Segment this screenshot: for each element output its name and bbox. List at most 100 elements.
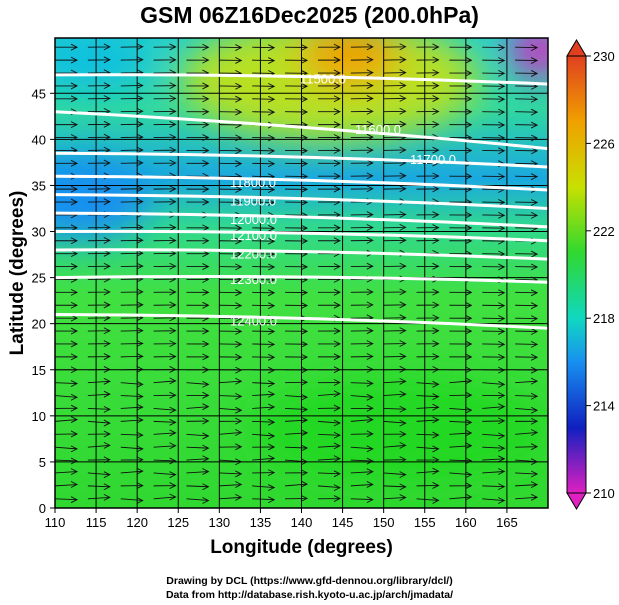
y-tick-label: 20 (32, 317, 46, 332)
streamline (285, 173, 309, 180)
streamline (317, 301, 341, 309)
streamline (186, 432, 210, 440)
streamline (120, 159, 144, 167)
streamline (449, 95, 473, 103)
streamline (55, 95, 79, 103)
streamline (416, 43, 440, 51)
streamline (219, 377, 243, 385)
streamline (285, 393, 309, 401)
streamline (219, 443, 243, 451)
streamline (153, 482, 177, 489)
streamline (317, 455, 341, 463)
streamline (350, 172, 374, 180)
streamline (153, 95, 177, 102)
streamline (55, 159, 79, 167)
streamline (416, 467, 440, 475)
streamline (317, 43, 341, 51)
streamline (482, 432, 506, 440)
streamline (153, 327, 177, 335)
streamline (120, 365, 144, 373)
streamline (252, 484, 276, 491)
streamline (416, 224, 440, 231)
streamline (219, 198, 243, 206)
streamline (55, 468, 79, 475)
streamline (87, 43, 111, 51)
streamline (120, 301, 144, 309)
contour-label: 11800.0 (230, 175, 276, 190)
streamline (449, 211, 473, 219)
streamline (153, 366, 177, 373)
streamline (120, 353, 144, 360)
streamline (55, 288, 79, 296)
streamline (383, 456, 407, 464)
streamline (55, 366, 79, 374)
streamline (219, 458, 243, 466)
streamline (449, 457, 473, 465)
streamline (252, 57, 276, 64)
colorbar-tick-label: 226 (593, 136, 615, 151)
streamline (186, 224, 210, 232)
streamline (317, 263, 341, 270)
colorbar: 210 214 218 222 226 230 (566, 39, 615, 510)
streamline (219, 366, 243, 374)
streamline (120, 467, 144, 475)
y-tick-label: 35 (32, 178, 46, 193)
height-contour (55, 110, 548, 151)
streamline (383, 314, 407, 322)
streamline (482, 366, 506, 374)
streamline (252, 186, 276, 193)
streamline (55, 416, 79, 423)
streamline (350, 301, 374, 309)
streamline (350, 95, 374, 102)
streamline (55, 237, 79, 245)
streamline (186, 108, 210, 116)
streamline (120, 43, 144, 51)
streamline (482, 199, 506, 206)
streamline (120, 340, 144, 347)
streamline (153, 406, 177, 414)
streamline (317, 390, 341, 398)
streamline (252, 289, 276, 297)
streamline (55, 430, 79, 438)
streamline (350, 445, 374, 453)
streamline (252, 82, 276, 90)
streamline (186, 417, 210, 425)
streamline (515, 340, 539, 348)
streamline (285, 458, 309, 466)
x-tick-label: 140 (291, 515, 313, 530)
streamline (55, 496, 79, 504)
streamline (120, 416, 144, 424)
streamline (482, 392, 506, 399)
streamline (186, 340, 210, 348)
streamline (416, 120, 440, 128)
streamline (252, 134, 276, 142)
streamline (515, 302, 539, 310)
y-tick-label: 0 (39, 501, 46, 516)
streamline (87, 456, 111, 464)
streamline (285, 95, 309, 103)
streamline (515, 366, 539, 374)
height-contour (55, 193, 548, 210)
y-tick-label: 30 (32, 225, 46, 240)
streamline (186, 497, 210, 504)
streamline (317, 379, 341, 386)
streamline (350, 468, 374, 476)
streamline (350, 224, 374, 231)
streamline (55, 263, 79, 270)
streamline (153, 262, 177, 270)
streamline (482, 315, 506, 322)
streamline (55, 121, 79, 129)
streamline (120, 146, 144, 154)
streamline (383, 471, 407, 479)
footer-source: Data from http://database.rish.kyoto-u.a… (165, 589, 454, 601)
streamline (153, 120, 177, 128)
streamline (317, 442, 341, 450)
streamline (383, 483, 407, 491)
streamline (350, 159, 374, 167)
streamline (186, 159, 210, 167)
streamline (285, 353, 309, 361)
streamline (55, 481, 79, 488)
streamline (55, 56, 79, 64)
streamline (252, 108, 276, 116)
streamline (482, 69, 506, 77)
